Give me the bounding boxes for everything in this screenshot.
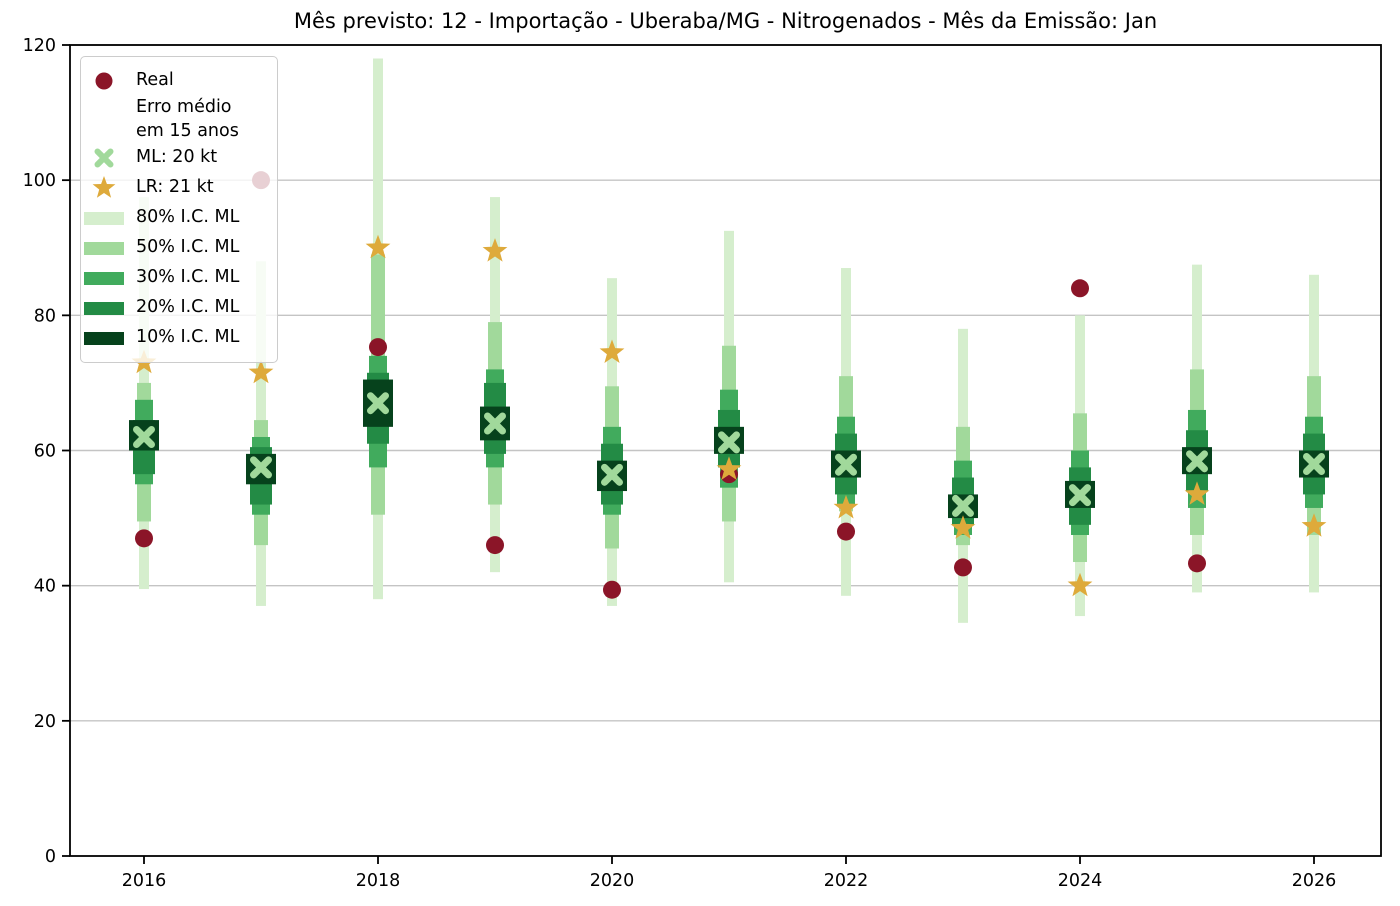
band-50-swatch	[84, 241, 124, 255]
marker-lr-2026	[1301, 513, 1327, 537]
marker-ml-2016	[133, 425, 155, 448]
marker-real-2023	[954, 558, 972, 577]
marker-lr-2020	[599, 339, 625, 363]
marker-ml-2026	[1303, 453, 1325, 476]
legend-row-band-20: 20% I.C. ML	[81, 293, 271, 323]
band-30-swatch	[84, 271, 124, 285]
legend-row-band-10: 10% I.C. ML	[81, 323, 271, 353]
legend-row-band-30: 30% I.C. ML	[81, 263, 271, 293]
marker-ml-2024	[1069, 484, 1091, 507]
legend-label-band-10: 10% I.C. ML	[136, 327, 240, 348]
marker-real-2025	[1188, 554, 1206, 573]
xtick-label-2020: 2020	[590, 871, 635, 891]
ml-x-icon	[81, 147, 127, 169]
legend-label-band-80: 80% I.C. ML	[136, 207, 240, 228]
marker-ml-2018	[367, 392, 389, 415]
marker-lr-2021	[716, 456, 742, 480]
ytick-label-120: 120	[23, 36, 56, 56]
band-10-swatch	[84, 331, 124, 345]
marker-ml-2025	[1186, 450, 1208, 473]
lr-star-icon	[81, 175, 127, 201]
legend-label-band-50: 50% I.C. ML	[136, 237, 240, 258]
marker-real-2020	[603, 580, 621, 599]
legend-label-error: Erro médio em 15 anos	[136, 97, 239, 141]
legend-row-real: Real	[81, 66, 271, 96]
band-80-swatch	[84, 211, 124, 225]
marker-ml-2017	[250, 456, 272, 479]
marker-lr-2023	[950, 515, 976, 539]
marker-real-2018	[369, 338, 387, 357]
marker-lr-2018	[365, 234, 391, 259]
real-dot-icon	[81, 71, 127, 91]
xtick-label-2026: 2026	[1292, 871, 1337, 891]
ytick-label-100: 100	[23, 171, 56, 191]
ytick-label-80: 80	[34, 306, 56, 326]
marker-real-2019	[486, 536, 504, 555]
marker-real-2016	[135, 529, 153, 548]
ytick-label-0: 0	[45, 847, 56, 867]
xtick-label-2016: 2016	[122, 871, 167, 891]
legend-label-lr: LR: 21 kt	[136, 177, 214, 198]
xtick-label-2022: 2022	[824, 871, 869, 891]
marker-lr-2019	[482, 238, 508, 262]
xtick-label-2024: 2024	[1058, 871, 1103, 891]
ytick-label-40: 40	[34, 577, 56, 597]
legend-row-error: Erro médio em 15 anos	[81, 96, 271, 143]
marker-real-2022	[837, 522, 855, 541]
marker-lr-2017	[248, 359, 274, 384]
marker-lr-2025	[1184, 481, 1210, 505]
legend-row-band-50: 50% I.C. ML	[81, 233, 271, 263]
legend: Real Erro médio em 15 anos ML: 20 kt LR:…	[80, 56, 278, 364]
chart-title: Mês previsto: 12 - Importação - Uberaba/…	[293, 9, 1158, 33]
legend-row-lr: LR: 21 kt	[81, 173, 271, 203]
marker-lr-2024	[1067, 572, 1093, 597]
legend-row-ml: ML: 20 kt	[81, 143, 271, 173]
legend-label-band-30: 30% I.C. ML	[136, 267, 240, 288]
marker-ml-2022	[835, 453, 857, 476]
band-20-swatch	[84, 301, 124, 315]
xtick-label-2018: 2018	[356, 871, 401, 891]
legend-label-ml: ML: 20 kt	[136, 147, 218, 168]
marker-ml-2020	[601, 463, 623, 486]
legend-row-band-80: 80% I.C. ML	[81, 203, 271, 233]
legend-label-real: Real	[136, 70, 174, 91]
marker-lr-2022	[833, 494, 859, 519]
marker-ml-2021	[718, 431, 740, 454]
marker-ml-2023	[952, 494, 974, 517]
legend-label-band-20: 20% I.C. ML	[136, 297, 240, 318]
ytick-label-20: 20	[34, 712, 56, 732]
marker-real-2024	[1071, 279, 1089, 298]
ytick-label-60: 60	[34, 442, 56, 462]
marker-ml-2019	[484, 412, 506, 435]
